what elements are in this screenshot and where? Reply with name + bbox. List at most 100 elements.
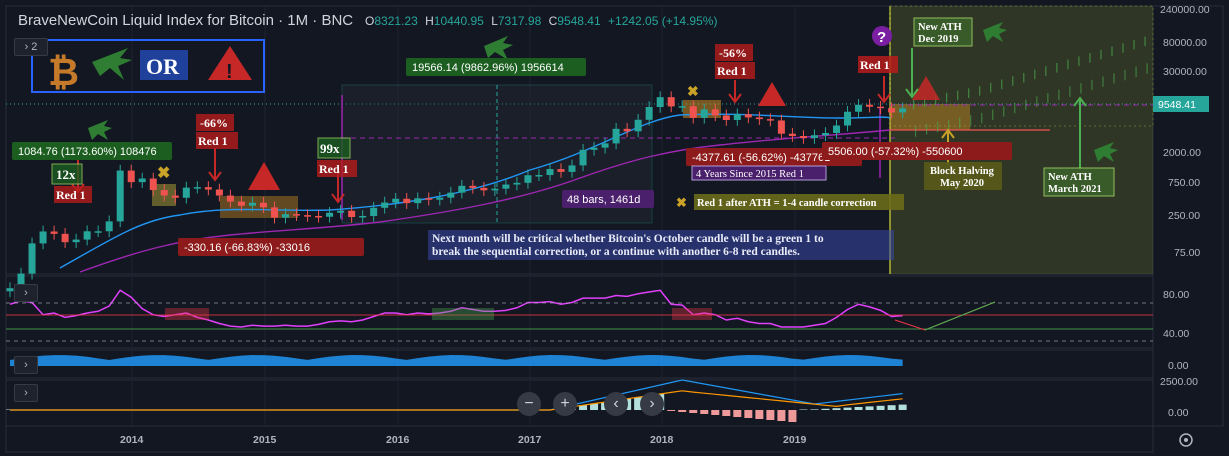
macd-histogram-bar: [799, 409, 808, 410]
candle-body: [6, 288, 14, 292]
candle-body: [524, 175, 532, 183]
macd-label: 2500.00: [1160, 376, 1198, 388]
candle-body: [259, 202, 267, 208]
candle-body: [656, 97, 664, 108]
price-label: 250.00: [1168, 210, 1200, 222]
chevron-right-icon: ›: [24, 287, 28, 299]
candle-body: [50, 231, 58, 234]
green-arrow: [1073, 96, 1087, 170]
scroll-right-button[interactable]: ›: [640, 392, 664, 416]
settings-gear-icon[interactable]: [1179, 433, 1193, 447]
candle-body: [193, 187, 201, 189]
candle-body: [833, 125, 840, 133]
chevron-right-icon: ›: [24, 41, 29, 53]
candle-body: [392, 198, 400, 203]
candle-body: [634, 119, 642, 132]
note-line: Next month will be critical whether Bitc…: [432, 233, 824, 245]
scroll-left-button[interactable]: ‹: [604, 392, 628, 416]
candle-body: [381, 202, 389, 208]
candle-body: [700, 109, 708, 118]
annotation-label: Red 1: [860, 58, 890, 72]
price-label: 240000.00: [1160, 4, 1210, 16]
candle-body: [766, 119, 774, 121]
candle-body: [237, 201, 245, 206]
annotation-label: Dec 2019: [918, 34, 959, 45]
candle-body: [689, 106, 697, 118]
chevron-left-icon: ‹: [613, 395, 619, 412]
price-axis[interactable]: [1152, 5, 1224, 427]
symbol-title[interactable]: BraveNewCoin Liquid Index for Bitcoin · …: [18, 12, 354, 29]
macd-histogram-bar: [700, 410, 709, 414]
label-box: [1043, 167, 1115, 197]
measure-box-bear-1: [220, 196, 298, 218]
candle-body: [105, 221, 113, 232]
candle-body: [535, 175, 543, 177]
x-icon: ✖: [687, 83, 699, 99]
macd-collapse-button[interactable]: ›: [14, 384, 38, 402]
macd-histogram-bar: [865, 406, 874, 410]
rsi-label: 80.00: [1163, 289, 1189, 301]
note-box: [428, 230, 894, 260]
candle-body: [149, 178, 157, 191]
current-price-tag: [1153, 96, 1209, 112]
candle-body: [821, 132, 829, 136]
rsi-pane[interactable]: [5, 275, 1154, 349]
red-arrow: [728, 80, 742, 104]
macd-histogram-bar: [755, 410, 764, 419]
candle-body: [28, 243, 36, 274]
green-plane-icon: [1094, 142, 1118, 162]
macd-histogram-bar: [579, 405, 588, 410]
annotation-label: 48 bars, 1461d: [567, 194, 640, 206]
time-axis[interactable]: [5, 425, 1154, 453]
label-box: [196, 114, 234, 131]
warning-icon: [208, 46, 252, 80]
indicator-count: 2: [31, 41, 38, 53]
candle-body: [513, 182, 521, 185]
zoom-out-button[interactable]: −: [517, 392, 541, 416]
candle-body: [491, 188, 499, 191]
annotation-label: 19566.14 (9862.96%) 1956614: [412, 62, 564, 74]
price-label: 2000.00: [1163, 147, 1201, 159]
candle-body: [557, 169, 565, 172]
candle-body: [788, 133, 796, 136]
candle-body: [17, 273, 25, 289]
indicators-toggle-button[interactable]: › 2: [14, 38, 48, 56]
time-label: 2014: [120, 434, 144, 446]
candle-body: [866, 104, 874, 107]
candle-body: [171, 195, 179, 198]
candle-body: [458, 185, 466, 193]
x-icon: ✖: [676, 195, 687, 210]
candle-body: [678, 106, 686, 108]
macd-histogram-bar: [777, 410, 786, 421]
candle-body: [160, 190, 168, 196]
label-box: [317, 160, 357, 177]
macd-histogram-bar: [678, 410, 687, 412]
candle-body: [304, 215, 312, 217]
annotation-label: 4 Years Since 2015 Red 1: [696, 169, 804, 180]
red-arrow: [208, 148, 222, 182]
rsi-collapse-button[interactable]: ›: [14, 284, 38, 302]
annotation-label: March 2021: [1048, 184, 1102, 195]
green-plane-icon: [88, 120, 112, 140]
label-box: [691, 165, 827, 181]
label-box: [924, 162, 1002, 190]
label-box: [196, 132, 238, 149]
candle-body: [568, 165, 576, 172]
candle-body: [436, 197, 444, 200]
rsi-group: [9, 289, 903, 328]
candle-body: [799, 135, 807, 139]
candle-body: [425, 198, 433, 200]
volume-collapse-button[interactable]: ›: [14, 356, 38, 374]
macd-histogram-bar: [744, 410, 753, 418]
macd-signal-line: [10, 390, 903, 411]
annotation-label: New ATH: [918, 22, 962, 33]
price-label: 30000.00: [1163, 66, 1207, 78]
green-plane-icon: [983, 22, 1007, 42]
candle-body: [777, 120, 785, 134]
ohlc-readout: O8321.23 H10440.95 L7317.98 C9548.41 +12…: [365, 14, 717, 28]
candle-body: [72, 239, 80, 243]
zoom-in-button[interactable]: +: [553, 392, 577, 416]
candle-body: [403, 198, 411, 204]
or-box: [140, 50, 188, 80]
projection-bars: [913, 36, 1148, 137]
